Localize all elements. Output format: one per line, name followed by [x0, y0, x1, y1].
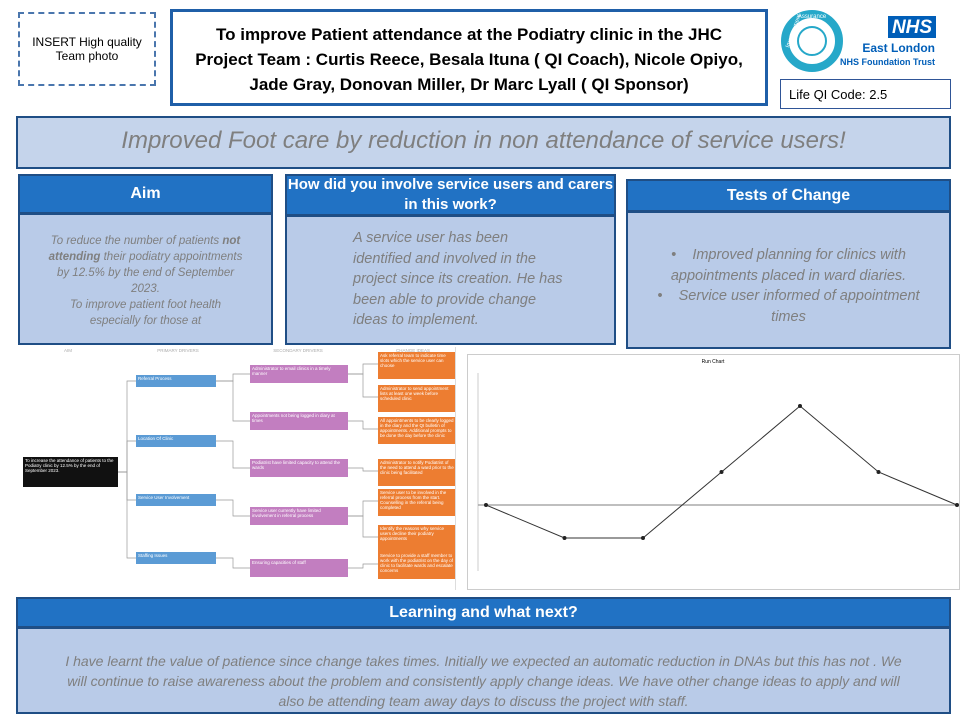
- connector: [216, 380, 250, 422]
- photo-text: INSERT High quality Team photo: [32, 35, 142, 63]
- learning-header: Learning and what next?: [16, 597, 951, 628]
- primary-driver: Service User Involvement: [136, 494, 216, 506]
- secondary-driver: Administrator to email clinics in a time…: [250, 365, 348, 383]
- connector: [348, 500, 378, 517]
- aim-heading: Aim: [130, 185, 161, 202]
- change-idea: Service to provide a staff member to wor…: [378, 552, 455, 579]
- qi-ring-inner: [797, 26, 827, 56]
- connector: [216, 499, 250, 517]
- change-idea: Administrator to notify Podiatrist of th…: [378, 459, 455, 486]
- run-point: [876, 470, 881, 474]
- learning-body: I have learnt the value of patience sinc…: [16, 627, 951, 714]
- learning-heading: Learning and what next?: [389, 603, 578, 621]
- qi-code-box: Life QI Code: 2.5: [780, 79, 951, 109]
- aim-body: To reduce the number of patients not att…: [18, 213, 273, 345]
- involve-header: How did you involve service users and ca…: [285, 174, 616, 216]
- run-point: [955, 503, 959, 507]
- run-chart-frame: Run Chart: [467, 354, 960, 590]
- test-text: Service user informed of appointment tim…: [678, 288, 920, 325]
- run-point: [562, 536, 567, 540]
- change-idea: Identify the reasons why service users d…: [378, 525, 455, 552]
- column-label: PRIMARY DRIVERS: [157, 348, 199, 353]
- connector: [348, 363, 378, 375]
- column-label: AIM: [63, 348, 72, 353]
- qi-ring: [781, 10, 843, 72]
- aim-text: To reduce the number of patients: [50, 235, 223, 247]
- tests-heading: Tests of Change: [726, 186, 851, 204]
- trust-line2: NHS Foundation Trust: [840, 57, 935, 67]
- secondary-driver: Podiatrist have limited capacity to atte…: [250, 459, 348, 477]
- test-text: Improved planning for clinics with appoi…: [670, 247, 907, 284]
- test-item: • Improved planning for clinics with app…: [670, 247, 907, 284]
- aim-box: To increase the attendance of patients t…: [23, 457, 118, 487]
- run-point: [719, 470, 724, 474]
- title-box: To improve Patient attendance at the Pod…: [170, 9, 768, 106]
- run-point: [484, 503, 488, 507]
- secondary-driver: Service user currently have limited invo…: [250, 507, 348, 525]
- change-idea: Service user to be involved in the refer…: [378, 489, 455, 516]
- column-label: CHANGE IDEAS: [395, 348, 430, 353]
- aim-header: Aim: [18, 174, 273, 214]
- secondary-driver: Appointments not being logged in diary a…: [250, 412, 348, 430]
- connector: [348, 373, 378, 398]
- connector: [348, 420, 378, 430]
- run-point: [641, 536, 645, 540]
- team: Project Team : Curtis Reece, Besala Itun…: [195, 50, 743, 94]
- qi-code: Life QI Code: 2.5: [789, 87, 888, 102]
- primary-driver: Staffing Issues: [136, 552, 216, 564]
- connector: [348, 515, 378, 538]
- trust-line1: East London: [862, 41, 935, 55]
- nhs: NHS: [892, 17, 932, 38]
- connector: [348, 467, 378, 472]
- test-item: • Service user informed of appointment t…: [657, 288, 920, 325]
- involve-heading: How did you involve service users and ca…: [287, 176, 614, 213]
- connector: [216, 557, 250, 569]
- chart-title: Run Chart: [702, 359, 725, 365]
- banner: Improved Foot care by reduction in non a…: [16, 116, 951, 169]
- connector: [118, 440, 136, 473]
- title: To improve Patient attendance at the Pod…: [215, 25, 722, 44]
- connector: [348, 563, 378, 569]
- connector: [118, 471, 136, 559]
- driver-lines: [118, 363, 378, 569]
- involve-body: A service user has been identified and i…: [285, 215, 616, 345]
- run-point: [798, 404, 802, 408]
- connector: [216, 373, 250, 382]
- logos: Assurance Improvement NHS East London NH…: [781, 10, 936, 72]
- driver-diagram: AIM PRIMARY DRIVERS SECONDARY DRIVERS CHANG…: [18, 347, 456, 590]
- change-idea: Ask referral team to indicate time slots…: [378, 352, 455, 379]
- nhs-box: [888, 16, 936, 38]
- run-chart: Run Chart: [477, 359, 959, 571]
- aim-text-2: To improve patient foot health especiall…: [69, 299, 222, 327]
- change-idea: All appointments to be clearly logged in…: [378, 417, 455, 444]
- connector: [216, 440, 250, 469]
- secondary-driver: Ensuring capacities of staff: [250, 559, 348, 577]
- primary-driver: Referral Process: [136, 375, 216, 387]
- learning-text: I have learnt the value of patience sinc…: [65, 653, 902, 709]
- primary-driver: Location Of Clinic: [136, 435, 216, 447]
- involve-text: A service user has been identified and i…: [353, 230, 563, 328]
- change-idea: Administrator to send appointment lists …: [378, 385, 455, 412]
- tests-header: Tests of Change: [626, 179, 951, 212]
- photo-placeholder: INSERT High quality Team photo: [18, 12, 156, 86]
- tests-body: • Improved planning for clinics with app…: [626, 211, 951, 349]
- aim-text-after: their podiatry appointments by 12.5% by …: [56, 251, 243, 295]
- column-label: SECONDARY DRIVERS: [273, 348, 323, 353]
- ring-top: Assurance: [798, 14, 827, 20]
- banner-text: Improved Foot care by reduction in non a…: [121, 127, 846, 154]
- aim-emphasis: not attending: [48, 235, 241, 263]
